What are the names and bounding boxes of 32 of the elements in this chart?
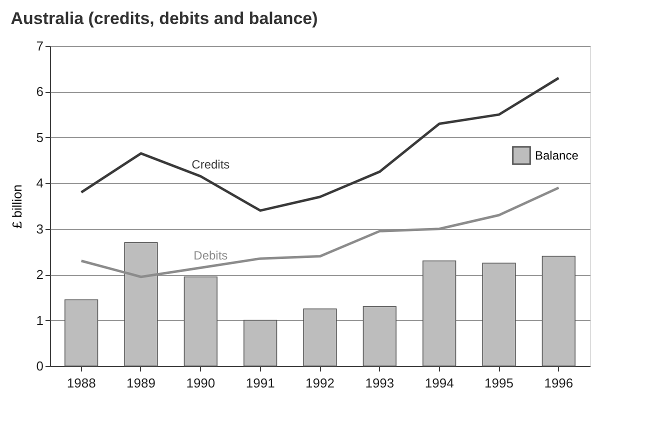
bar <box>542 256 576 366</box>
x-tick-label: 1988 <box>66 376 96 390</box>
bar <box>422 260 456 366</box>
bar <box>303 308 337 366</box>
bar <box>124 242 158 366</box>
y-tick-label: 1 <box>36 312 44 328</box>
y-tick-label: 3 <box>36 221 44 236</box>
series-label: Debits <box>194 248 228 263</box>
x-tick-label: 1990 <box>186 376 216 390</box>
y-axis-title: £ billion <box>9 184 24 229</box>
bar <box>244 320 278 366</box>
x-tick-label: 1991 <box>246 376 275 390</box>
y-tick-label: 2 <box>36 267 44 282</box>
chart-title: Australia (credits, debits and balance) <box>10 9 318 28</box>
x-tick-label: 1989 <box>126 376 156 390</box>
legend-label: Balance <box>535 148 579 162</box>
x-tick-label: 1992 <box>306 376 334 390</box>
x-tick-label: 1994 <box>424 376 454 390</box>
y-tick-label: 5 <box>36 130 44 145</box>
bar <box>482 262 516 366</box>
series-label: Credits <box>192 157 230 172</box>
bar <box>64 299 98 366</box>
bar <box>184 276 218 366</box>
y-tick-label: 7 <box>36 38 44 54</box>
x-tick-label: 1996 <box>544 376 574 390</box>
y-tick-label: 4 <box>36 176 44 191</box>
bar <box>362 306 396 366</box>
line-series <box>80 186 560 278</box>
y-tick-label: 0 <box>36 358 44 374</box>
x-tick-label: 1993 <box>365 376 394 390</box>
x-tick-label: 1995 <box>484 376 514 390</box>
y-tick-label: 6 <box>36 84 44 100</box>
